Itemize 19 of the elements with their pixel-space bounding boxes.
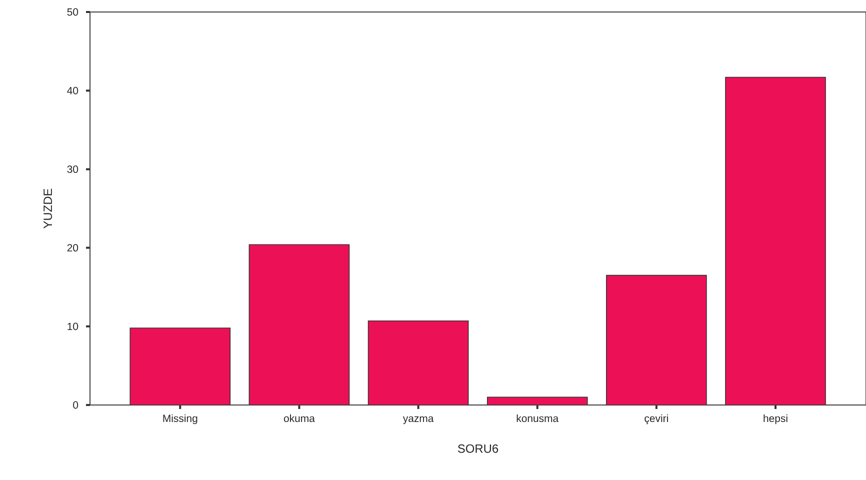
y-tick-label: 10 [68,322,78,330]
bar [725,76,826,405]
x-tick-label: çeviri [644,414,668,424]
y-tick-label: 50 [67,8,78,16]
y-tick-label: 0 [73,401,78,409]
y-axis-title: YUZDE [44,188,52,228]
bar [606,275,706,405]
bar [130,328,230,405]
x-tick-label: konusma [516,414,559,422]
x-tick-label: yazma [402,416,434,424]
y-tick-label: 30 [67,166,78,173]
x-tick-label: Missing [163,414,198,424]
x-axis-title: SORU6 [458,444,498,453]
y-tick-label: 40 [67,86,78,94]
x-tick-label: hepsi [764,414,788,424]
bar [249,244,350,405]
bar [368,320,468,405]
x-tick-label: okuma [284,414,315,422]
y-tick-label: 20 [67,244,78,252]
